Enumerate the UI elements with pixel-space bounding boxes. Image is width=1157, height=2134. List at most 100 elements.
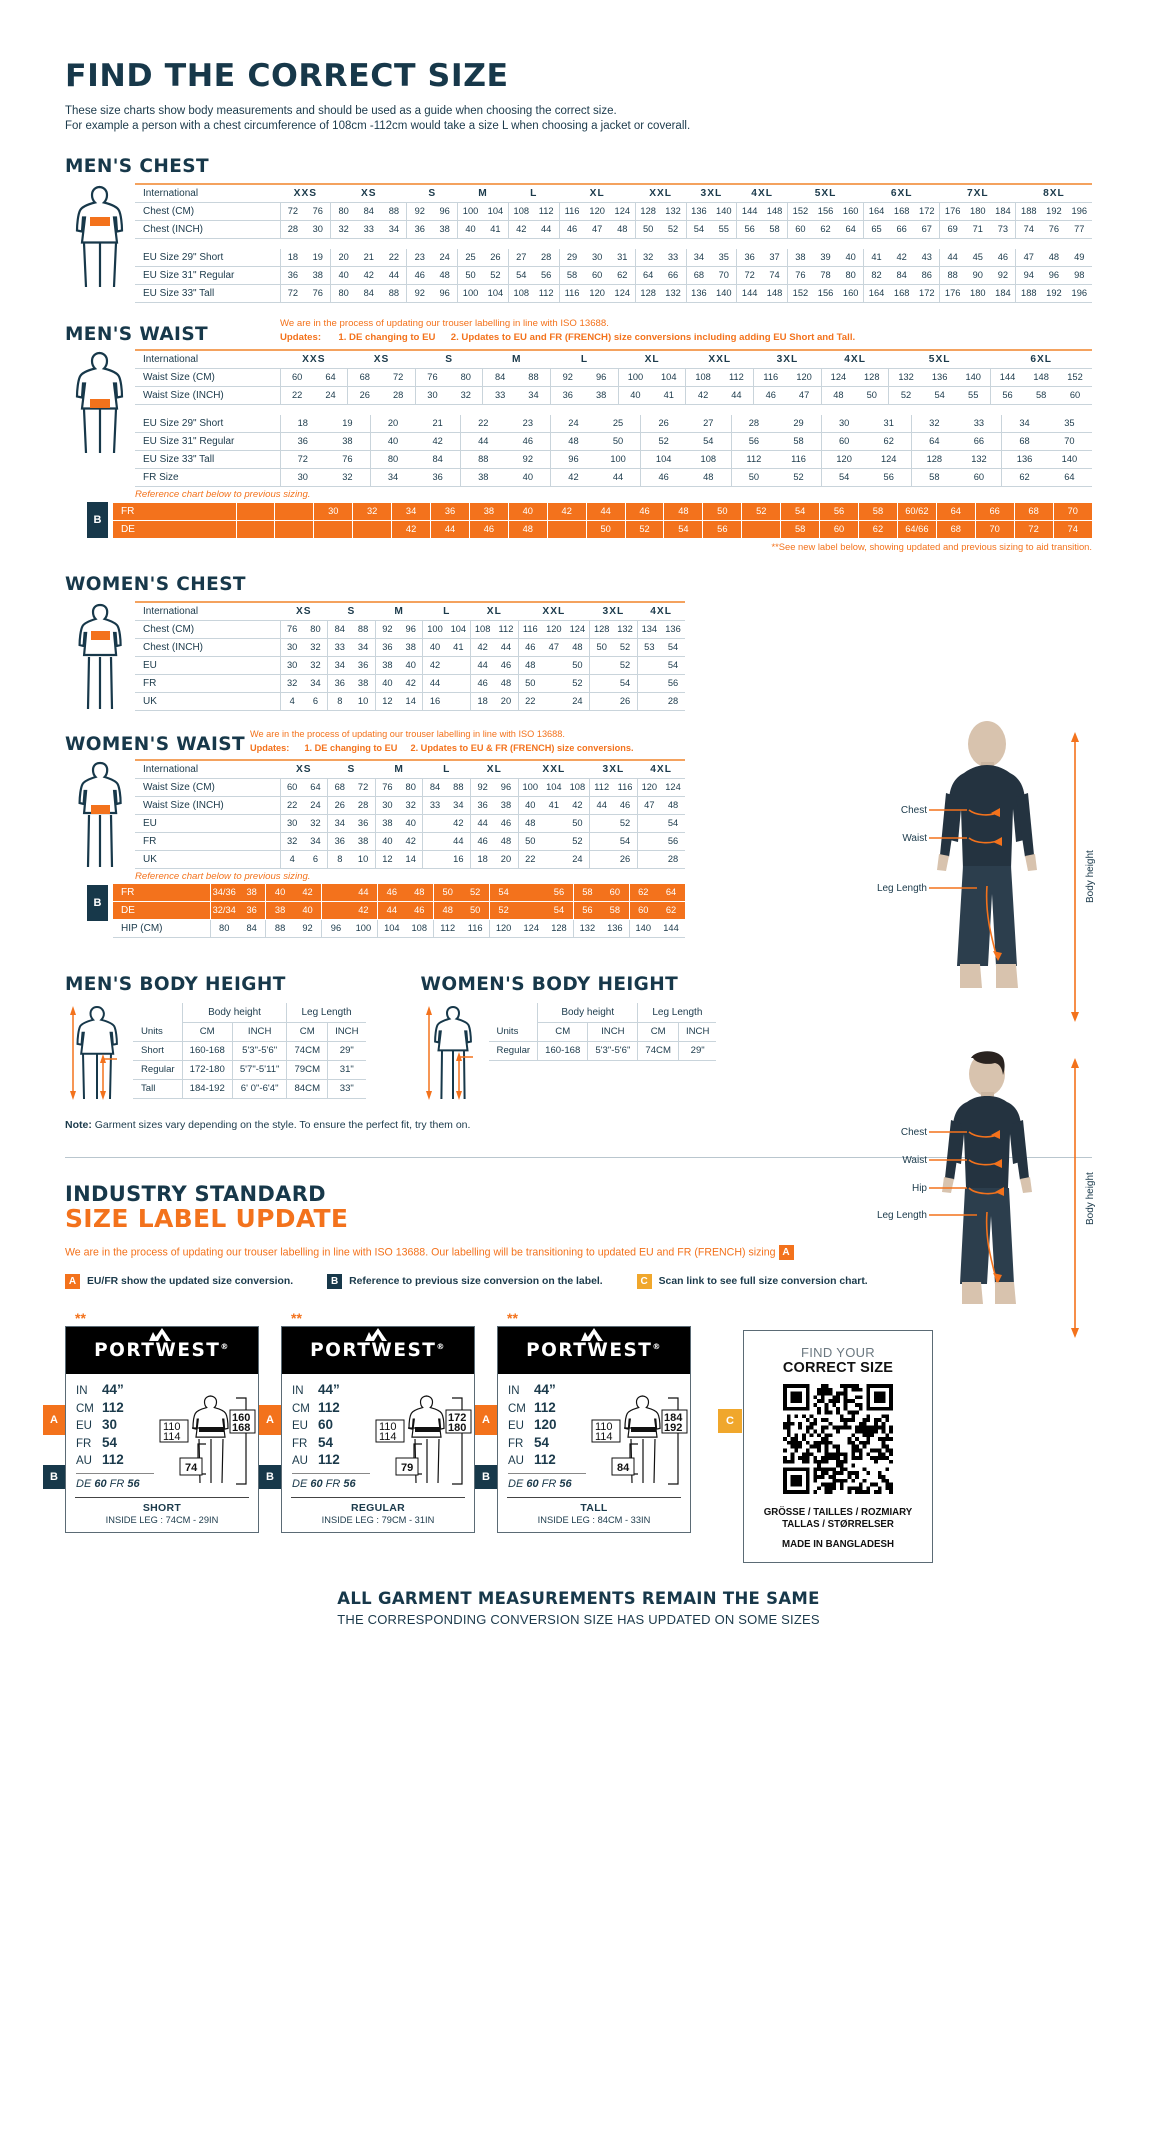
table-cell: 116 xyxy=(558,284,585,303)
table-cell: 36 xyxy=(430,502,470,521)
table-cell: 72 xyxy=(279,202,306,221)
table-cell: 98 xyxy=(1066,266,1092,285)
table-header-row: International XS S M L XL XXL 3XL 4XL xyxy=(135,761,685,779)
table-cell: 104 xyxy=(652,368,686,387)
table-cell: 40 xyxy=(457,220,483,239)
spec-line: EU 30 xyxy=(76,1417,154,1435)
spec-line: FR 54 xyxy=(76,1435,154,1453)
table-cell: 28 xyxy=(533,249,560,267)
table-cell: 29" xyxy=(677,1041,717,1061)
table-cell: 62 xyxy=(609,266,636,285)
table-cell: 62 xyxy=(1001,468,1047,487)
table-cell: 5'7"-5'11" xyxy=(231,1060,287,1080)
table-cell: 34 xyxy=(303,832,328,851)
intro-line-1: These size charts show body measurements… xyxy=(65,105,617,117)
table-row: FR 32 34 36 38 40 42 44 46 48 50 52 54 56 xyxy=(135,674,685,693)
table-cell: 40 xyxy=(505,468,551,487)
spec-key: CM xyxy=(76,1402,94,1415)
table-cell: 46 xyxy=(613,796,638,815)
brand-name: PORTWEST xyxy=(526,1340,653,1361)
table-cell: 34 xyxy=(303,674,328,693)
table-cell: 160-168 xyxy=(537,1041,588,1061)
portwest-logo: PORTWEST® xyxy=(526,1328,662,1361)
table-cell: 92 xyxy=(406,202,433,221)
table-cell: 40 xyxy=(399,814,423,833)
table-cell: 44 xyxy=(446,832,471,851)
table-cell: 54 xyxy=(507,266,534,285)
table-row: HIP (CM) 80 84 88 92 96 100 104 108 112 116 120 124 1… xyxy=(113,919,685,938)
table-row: EU 30 32 34 36 38 40 42 44 46 48 50 52 54 xyxy=(135,814,685,833)
updates-label: Updates: xyxy=(280,332,322,343)
table-cell: 60 xyxy=(1058,386,1092,405)
table-cell: 31 xyxy=(609,249,636,267)
column-header-size: L xyxy=(550,351,619,369)
column-header-size: XXL xyxy=(518,761,590,779)
table-cell: 36 xyxy=(351,814,376,833)
table-cell: 46 xyxy=(470,674,495,693)
table-cell: 46 xyxy=(990,249,1016,267)
table-cell: 68 xyxy=(347,368,382,387)
table-cell: 32 xyxy=(330,220,357,239)
table-cell: 60 xyxy=(584,266,610,285)
prev-de-value: 60 xyxy=(526,1477,539,1490)
table-cell: 55 xyxy=(711,220,737,239)
table-cell: 48 xyxy=(685,468,732,487)
table-cell: 18 xyxy=(470,692,495,711)
table-cell: 68 xyxy=(935,520,976,538)
table-cell: 69 xyxy=(939,220,966,239)
model-label-hip-f: Hip xyxy=(912,1183,927,1194)
table-cell: 72 xyxy=(736,266,763,285)
row-label: FR xyxy=(135,832,280,851)
prev-fr-value: 56 xyxy=(127,1477,140,1490)
table-cell: 36 xyxy=(550,386,585,405)
table-cell: 160-168 xyxy=(181,1041,233,1061)
table-cell: 46 xyxy=(377,884,406,902)
womens-chest-table: International XS S M L XL XXL 3XL 4XL Chest (CM)… xyxy=(135,603,685,711)
table-cell xyxy=(546,520,587,538)
row-label: HIP (CM) xyxy=(113,919,210,938)
industry-legend: A EU/FR show the updated size conversion.… xyxy=(65,1274,1092,1289)
table-cell: 32 xyxy=(911,415,957,433)
table-cell xyxy=(446,656,471,675)
table-cell: 172 xyxy=(914,284,940,303)
table-cell: 80 xyxy=(330,284,357,303)
diagram-height-max: 192 xyxy=(664,1422,682,1434)
body-height-sub-header: Units CM INCH CM INCH xyxy=(133,1022,366,1042)
table-cell: 84 xyxy=(237,919,266,938)
table-cell: 32 xyxy=(325,468,371,487)
table-cell: 180 xyxy=(965,202,991,221)
table-cell: 80 xyxy=(369,450,416,469)
previous-size-line: DE 60 FR 56 xyxy=(292,1477,370,1493)
table-cell: 32 xyxy=(303,638,328,657)
table-cell xyxy=(274,502,314,521)
column-header-size: 5XL xyxy=(787,185,864,203)
garment-note-label: Note: xyxy=(65,1119,92,1131)
mens-chest-table: International XXS XS S M L XL XXL 3XL 4XL 5XL 6XL 7X… xyxy=(135,185,1092,239)
table-cell: 68 xyxy=(327,778,352,797)
table-cell: 33" xyxy=(327,1079,366,1099)
table-cell: 120 xyxy=(787,368,822,387)
male-model: Chest Waist Leg Length Body height xyxy=(869,718,1099,1038)
table-cell: 120 xyxy=(541,620,566,639)
column-header-size: XS xyxy=(330,185,407,203)
womens-waist-prev-table: FR 34/36 38 40 42 44 46 48 50 52 54 56 58 60 62 64 DE 32/… xyxy=(113,884,685,938)
table-cell: 28 xyxy=(661,850,685,869)
table-cell: 32 xyxy=(634,249,661,267)
table-cell: 172 xyxy=(914,202,940,221)
table-cell: 116 xyxy=(517,620,542,639)
model-label-leg-length-f: Leg Length xyxy=(877,1210,927,1221)
table-cell: 26 xyxy=(347,386,382,405)
row-label: Short xyxy=(133,1041,183,1061)
diagram-inside-leg: 84 xyxy=(617,1462,630,1474)
table-cell: 96 xyxy=(494,778,519,797)
industry-section: INDUSTRY STANDARD SIZE LABEL UPDATE We a… xyxy=(65,1182,1092,1289)
womens-body-height-table: Body height Leg Length Units CM INCH CM INCH … xyxy=(488,1003,717,1061)
label-box: PORTWEST® IN 44” CM 112 EU 60 FR 54 AU 112 DE 60 FR… xyxy=(281,1326,475,1533)
row-label: UK xyxy=(135,692,280,711)
diagram-height-min: 160 xyxy=(232,1412,250,1424)
table-cell xyxy=(541,814,566,833)
diagram-waist-min: 110 xyxy=(379,1421,397,1433)
table-row: UK 4 6 8 10 12 14 16 18 20 22 24 26 28 xyxy=(135,692,685,711)
spec-value: 112 xyxy=(318,1399,340,1415)
prev-fr-label: FR xyxy=(541,1477,557,1490)
